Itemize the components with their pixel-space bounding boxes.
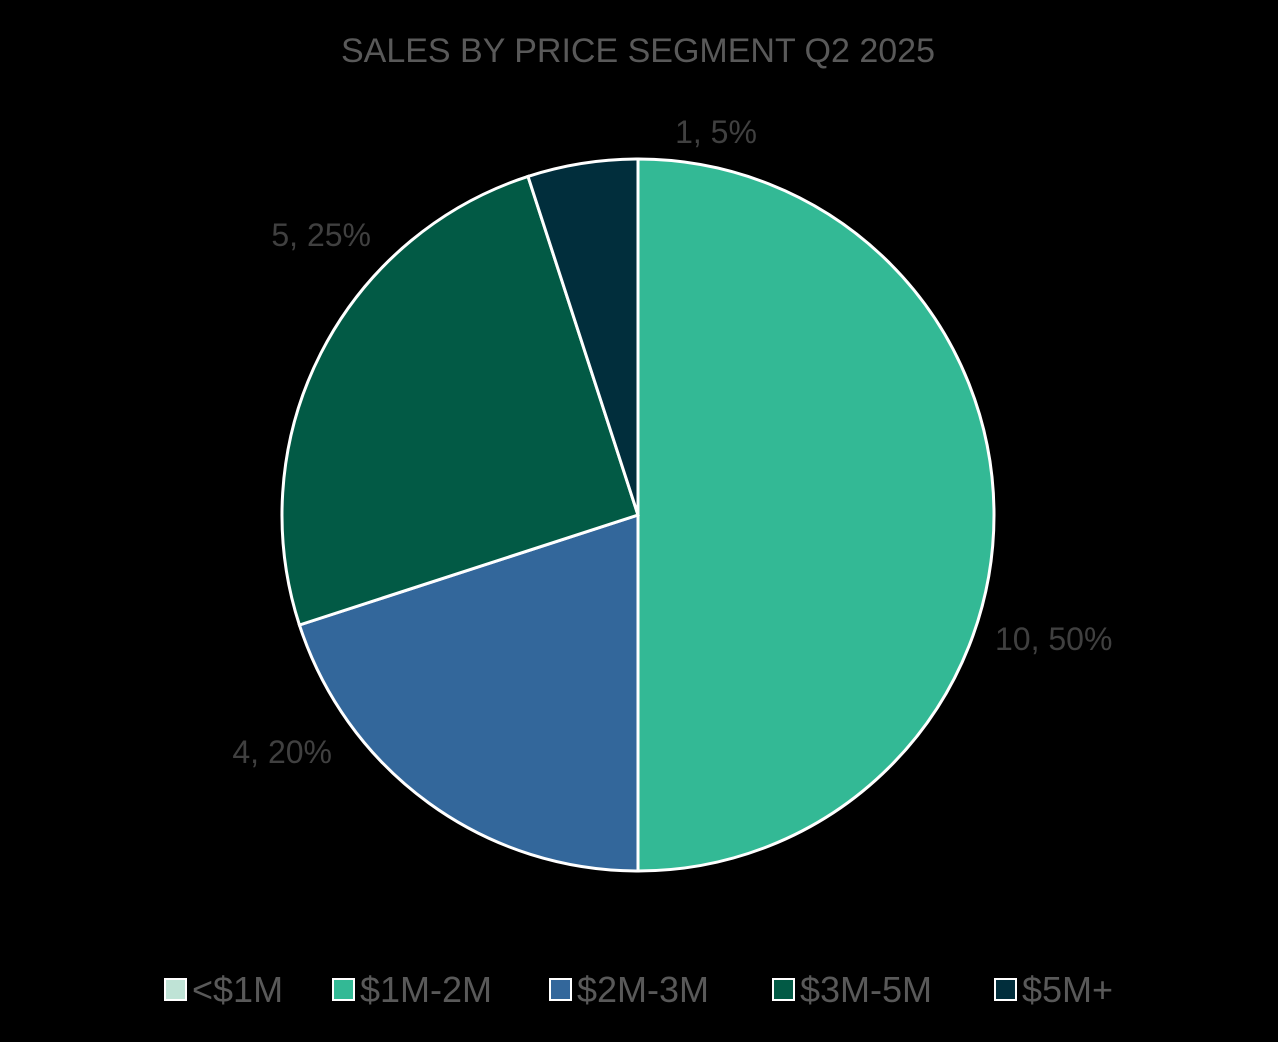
pie-slice-3 xyxy=(297,512,640,873)
pie-slice-4 xyxy=(280,174,640,627)
legend-label-1: <$1M xyxy=(192,969,283,1010)
legend-swatch-1 xyxy=(164,978,187,1001)
legend-swatch-5 xyxy=(994,978,1017,1001)
legend-label-2: $1M-2M xyxy=(360,969,492,1010)
chart-title: SALES BY PRICE SEGMENT Q2 2025 xyxy=(341,32,935,70)
legend-item-4: $3M-5M xyxy=(772,969,932,1010)
pie-slice-5 xyxy=(526,157,640,516)
legend-label-3: $2M-3M xyxy=(577,969,709,1010)
data-labels: 10, 50% 4, 20% 5, 25% 1, 5% xyxy=(232,114,1112,770)
pie-slices xyxy=(280,157,996,873)
legend-swatch-2 xyxy=(332,978,355,1001)
legend-swatch-3 xyxy=(549,978,572,1001)
legend-item-5: $5M+ xyxy=(994,969,1113,1010)
legend-item-3: $2M-3M xyxy=(549,969,709,1010)
data-label-3: 4, 20% xyxy=(232,734,332,770)
data-label-2: 10, 50% xyxy=(995,621,1112,657)
data-label-5: 1, 5% xyxy=(675,114,757,150)
legend-item-2: $1M-2M xyxy=(332,969,492,1010)
legend-item-1: <$1M xyxy=(164,969,283,1010)
legend-swatch-4 xyxy=(772,978,795,1001)
legend-label-5: $5M+ xyxy=(1022,969,1113,1010)
legend-label-4: $3M-5M xyxy=(800,969,932,1010)
pie-slice-2 xyxy=(636,157,996,873)
legend: <$1M $1M-2M $2M-3M $3M-5M $5M+ xyxy=(164,969,1113,1010)
data-label-4: 5, 25% xyxy=(271,217,371,253)
